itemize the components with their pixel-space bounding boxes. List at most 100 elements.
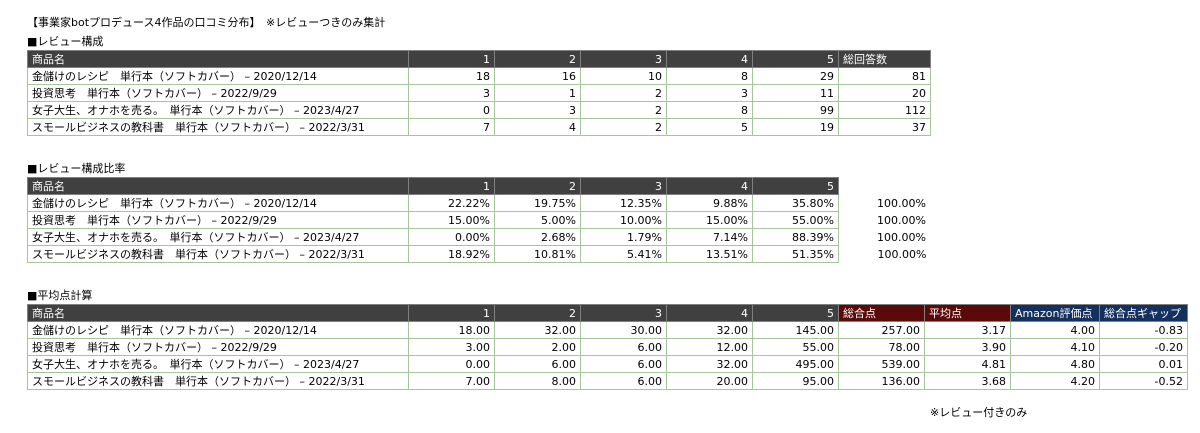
table-cell[interactable]: 15.00% <box>408 211 495 229</box>
table-cell[interactable]: 88.39% <box>752 228 839 246</box>
table-cell[interactable]: 4 <box>494 118 581 136</box>
table-cell[interactable]: 8 <box>666 101 753 119</box>
table-cell[interactable]: 81 <box>838 67 931 85</box>
table-cell[interactable]: 539.00 <box>838 355 925 373</box>
table-cell[interactable]: 6.00 <box>580 338 667 356</box>
table-cell[interactable]: 55.00 <box>752 338 839 356</box>
table-cell[interactable]: 55.00% <box>752 211 839 229</box>
table-cell[interactable]: 32.00 <box>666 321 753 339</box>
table-cell[interactable]: 18.00 <box>408 321 495 339</box>
table-cell[interactable]: 18 <box>408 67 495 85</box>
table-cell[interactable]: 8 <box>666 67 753 85</box>
product-name-cell[interactable]: 金儲けのレシピ 単行本（ソフトカバー） – 2020/12/14 <box>27 67 409 85</box>
table-cell[interactable]: 6.00 <box>580 372 667 390</box>
product-name-cell[interactable]: スモールビジネスの教科書 単行本（ソフトカバー） – 2022/3/31 <box>27 245 409 263</box>
total-ratio-cell[interactable]: 100.00% <box>877 247 927 261</box>
table-cell[interactable]: 3.17 <box>924 321 1011 339</box>
total-ratio-cell[interactable]: 100.00% <box>877 196 926 210</box>
table-cell[interactable]: 30.00 <box>580 321 667 339</box>
table-cell[interactable]: 19 <box>752 118 839 136</box>
table-cell[interactable]: 20.00 <box>666 372 753 390</box>
table-cell[interactable]: 5 <box>666 118 753 136</box>
table-cell[interactable]: 12.00 <box>666 338 753 356</box>
table-cell[interactable]: 2 <box>580 84 667 102</box>
total-ratio-cell[interactable]: 100.00% <box>877 213 926 227</box>
product-name-cell[interactable]: スモールビジネスの教科書 単行本（ソフトカバー） – 2022/3/31 <box>27 372 409 390</box>
table-cell[interactable]: 3.90 <box>924 338 1011 356</box>
table-cell[interactable]: 11 <box>752 84 839 102</box>
product-name-cell[interactable]: 女子大生、オナホを売る。 単行本（ソフトカバー） – 2023/4/27 <box>27 101 409 119</box>
table-cell[interactable]: 6.00 <box>494 355 581 373</box>
product-name-cell[interactable]: 投資思考 単行本（ソフトカバー） – 2022/9/29 <box>27 338 409 356</box>
total-ratio-cell[interactable]: 100.00% <box>877 230 926 244</box>
table-cell[interactable]: 6.00 <box>580 355 667 373</box>
product-name-cell[interactable]: 投資思考 単行本（ソフトカバー） – 2022/9/29 <box>27 211 409 229</box>
table-cell[interactable]: 7 <box>408 118 495 136</box>
table-cell[interactable]: 3 <box>494 101 581 119</box>
table-cell[interactable]: 10.00% <box>580 211 667 229</box>
table-cell[interactable]: 2.68% <box>494 228 581 246</box>
table-cell[interactable]: 32.00 <box>666 355 753 373</box>
table-cell[interactable]: 78.00 <box>838 338 925 356</box>
table-cell[interactable]: 2 <box>580 101 667 119</box>
table-cell[interactable]: 18.92% <box>408 245 495 263</box>
table-cell[interactable]: 12.35% <box>580 194 667 212</box>
empty-header-cell <box>839 178 931 195</box>
table-cell[interactable]: 4.10 <box>1010 338 1100 356</box>
table-cell[interactable]: 10 <box>580 67 667 85</box>
table-cell[interactable]: 22.22% <box>408 194 495 212</box>
table-cell[interactable]: 4.81 <box>924 355 1011 373</box>
table-cell[interactable]: 99 <box>752 101 839 119</box>
table-cell[interactable]: 37 <box>838 118 931 136</box>
table-row: 金儲けのレシピ 単行本（ソフトカバー） – 2020/12/14 22.22% … <box>27 194 931 212</box>
table-cell[interactable]: 112 <box>838 101 931 119</box>
table-cell[interactable]: 15.00% <box>666 211 753 229</box>
table-cell[interactable]: 4.20 <box>1010 372 1100 390</box>
table-cell[interactable]: 0.00 <box>408 355 495 373</box>
product-name-cell[interactable]: スモールビジネスの教科書 単行本（ソフトカバー） – 2022/3/31 <box>27 118 409 136</box>
table-cell[interactable]: 35.80% <box>752 194 839 212</box>
product-name-cell[interactable]: 金儲けのレシピ 単行本（ソフトカバー） – 2020/12/14 <box>27 194 409 212</box>
table-cell[interactable]: 29 <box>752 67 839 85</box>
table-cell[interactable]: 5.00% <box>494 211 581 229</box>
product-name-cell[interactable]: 女子大生、オナホを売る。 単行本（ソフトカバー） – 2023/4/27 <box>27 228 409 246</box>
table-cell[interactable]: 95.00 <box>752 372 839 390</box>
table-cell[interactable]: 3.68 <box>924 372 1011 390</box>
table-cell[interactable]: 2.00 <box>494 338 581 356</box>
table-cell[interactable]: 5.41% <box>580 245 667 263</box>
table-cell[interactable]: 1 <box>494 84 581 102</box>
table-cell[interactable]: -0.83 <box>1099 321 1188 339</box>
table-cell[interactable]: 0.00% <box>408 228 495 246</box>
table-cell[interactable]: 51.35% <box>752 245 839 263</box>
table-cell[interactable]: 19.75% <box>494 194 581 212</box>
table-cell[interactable]: 495.00 <box>752 355 839 373</box>
table-cell[interactable]: -0.20 <box>1099 338 1188 356</box>
table-cell[interactable]: 9.88% <box>666 194 753 212</box>
table-cell[interactable]: 3 <box>408 84 495 102</box>
table-cell[interactable]: 2 <box>580 118 667 136</box>
footnote: ※レビュー付きのみ <box>930 406 1028 419</box>
table-cell[interactable]: 13.51% <box>666 245 753 263</box>
table-cell[interactable]: 0.01 <box>1099 355 1188 373</box>
table-cell[interactable]: 4.00 <box>1010 321 1100 339</box>
table-cell[interactable]: 8.00 <box>494 372 581 390</box>
table-cell[interactable]: 3 <box>666 84 753 102</box>
table-cell[interactable]: 145.00 <box>752 321 839 339</box>
table-cell[interactable]: 1.79% <box>580 228 667 246</box>
column-header: 商品名 <box>27 177 409 195</box>
table-cell[interactable]: 4.80 <box>1010 355 1100 373</box>
table-cell[interactable]: 257.00 <box>838 321 925 339</box>
table-cell[interactable]: 20 <box>838 84 931 102</box>
table-cell[interactable]: 7.14% <box>666 228 753 246</box>
table-cell[interactable]: 32.00 <box>494 321 581 339</box>
product-name-cell[interactable]: 投資思考 単行本（ソフトカバー） – 2022/9/29 <box>27 84 409 102</box>
table-cell[interactable]: 16 <box>494 67 581 85</box>
table-cell[interactable]: 3.00 <box>408 338 495 356</box>
product-name-cell[interactable]: 女子大生、オナホを売る。 単行本（ソフトカバー） – 2023/4/27 <box>27 355 409 373</box>
table-cell[interactable]: 136.00 <box>838 372 925 390</box>
table-cell[interactable]: 10.81% <box>494 245 581 263</box>
table-cell[interactable]: 7.00 <box>408 372 495 390</box>
product-name-cell[interactable]: 金儲けのレシピ 単行本（ソフトカバー） – 2020/12/14 <box>27 321 409 339</box>
table-cell[interactable]: 0 <box>408 101 495 119</box>
table-cell[interactable]: -0.52 <box>1099 372 1188 390</box>
